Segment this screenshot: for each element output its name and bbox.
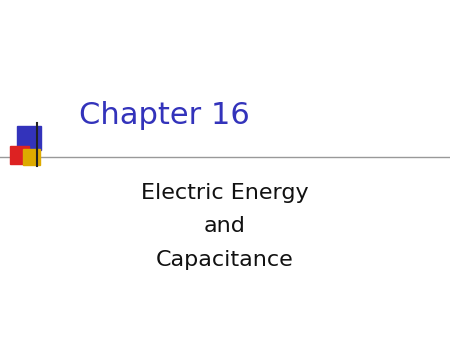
Text: and: and [204,216,246,236]
Text: Electric Energy: Electric Energy [141,183,309,202]
Text: Capacitance: Capacitance [156,250,294,270]
Text: Chapter 16: Chapter 16 [79,101,249,130]
Bar [10,146,29,164]
Bar [17,126,40,150]
Bar [23,149,40,165]
